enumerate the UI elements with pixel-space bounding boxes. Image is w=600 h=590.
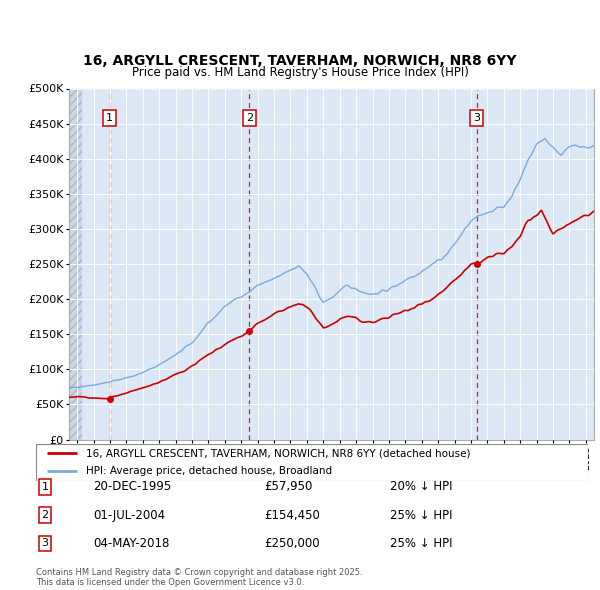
Text: £57,950: £57,950	[264, 480, 313, 493]
Text: 2: 2	[41, 510, 49, 520]
Text: 25% ↓ HPI: 25% ↓ HPI	[390, 509, 452, 522]
Text: Contains HM Land Registry data © Crown copyright and database right 2025.
This d: Contains HM Land Registry data © Crown c…	[36, 568, 362, 587]
Text: 16, ARGYLL CRESCENT, TAVERHAM, NORWICH, NR8 6YY (detached house): 16, ARGYLL CRESCENT, TAVERHAM, NORWICH, …	[86, 448, 470, 458]
Text: 16, ARGYLL CRESCENT, TAVERHAM, NORWICH, NR8 6YY: 16, ARGYLL CRESCENT, TAVERHAM, NORWICH, …	[83, 54, 517, 68]
Text: 3: 3	[41, 539, 49, 548]
Text: 1: 1	[41, 482, 49, 491]
Text: 20-DEC-1995: 20-DEC-1995	[93, 480, 171, 493]
Text: 2: 2	[246, 113, 253, 123]
Text: 25% ↓ HPI: 25% ↓ HPI	[390, 537, 452, 550]
Text: 20% ↓ HPI: 20% ↓ HPI	[390, 480, 452, 493]
Text: £250,000: £250,000	[264, 537, 320, 550]
Text: £154,450: £154,450	[264, 509, 320, 522]
Bar	[69, 88, 82, 440]
Text: 04-MAY-2018: 04-MAY-2018	[93, 537, 169, 550]
Text: 1: 1	[106, 113, 113, 123]
Text: 3: 3	[473, 113, 480, 123]
Text: 01-JUL-2004: 01-JUL-2004	[93, 509, 165, 522]
Text: HPI: Average price, detached house, Broadland: HPI: Average price, detached house, Broa…	[86, 466, 332, 476]
Text: Price paid vs. HM Land Registry's House Price Index (HPI): Price paid vs. HM Land Registry's House …	[131, 66, 469, 79]
